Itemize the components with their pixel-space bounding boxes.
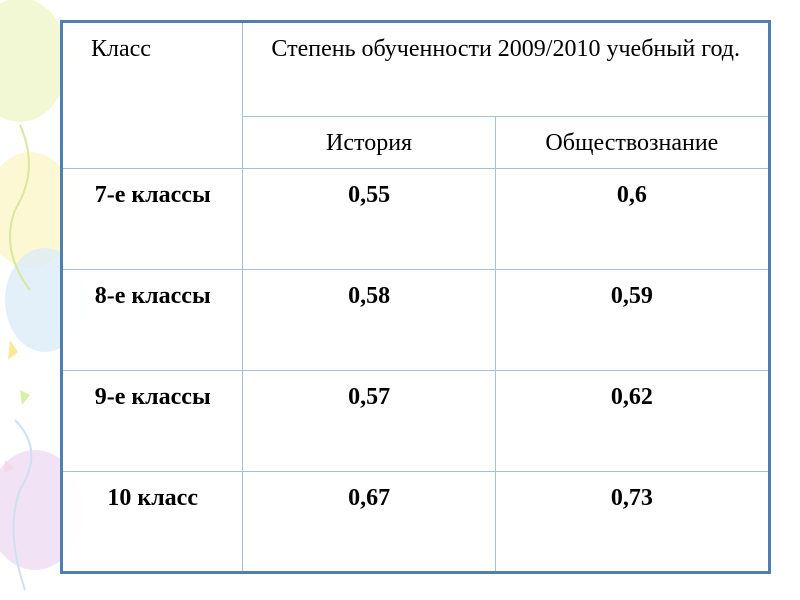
value-cell: 0,67 bbox=[242, 471, 496, 573]
value-cell: 0,73 bbox=[494, 471, 771, 573]
value-cell: 0,59 bbox=[494, 269, 771, 371]
class-cell: 9-е классы bbox=[60, 370, 244, 472]
table-row: 7-е классы 0,55 0,6 bbox=[60, 168, 771, 270]
header-cell: Степень обученности 2009/2010 учебный го… bbox=[242, 21, 770, 117]
value-cell: 0,58 bbox=[242, 269, 496, 371]
string bbox=[9, 124, 31, 291]
value-cell: 0,6 bbox=[494, 168, 771, 270]
table-row: 10 класс 0,67 0,73 bbox=[60, 471, 771, 573]
table-row: 9-е классы 0,57 0,62 bbox=[60, 370, 771, 472]
value-cell: 0,57 bbox=[242, 370, 496, 472]
value-cell: 0,62 bbox=[494, 370, 771, 472]
balloon bbox=[0, 0, 68, 122]
header-row: Класс Степень обученности 2009/2010 учеб… bbox=[60, 21, 770, 169]
class-cell: 10 класс bbox=[60, 471, 244, 573]
confetti bbox=[20, 390, 30, 405]
table-body: 7-е классы 0,55 0,6 8-е классы 0,58 0,59 9-е к… bbox=[60, 168, 771, 573]
confetti bbox=[8, 340, 18, 360]
header-cell: Класс bbox=[60, 21, 244, 169]
data-table: Класс Степень обученности 2009/2010 учеб… bbox=[60, 20, 771, 574]
confetti bbox=[4, 460, 14, 472]
header-row: История Обществознание bbox=[62, 116, 771, 169]
table-row: 8-е классы 0,58 0,59 bbox=[60, 269, 771, 371]
class-cell: 8-е классы bbox=[60, 269, 244, 371]
value-cell: 0,55 bbox=[242, 168, 496, 270]
header-cell: Обществознание bbox=[494, 116, 771, 169]
string bbox=[12, 419, 33, 591]
balloon bbox=[0, 152, 75, 268]
class-cell: 7-е классы bbox=[60, 168, 244, 270]
header-cell: История bbox=[242, 116, 496, 169]
